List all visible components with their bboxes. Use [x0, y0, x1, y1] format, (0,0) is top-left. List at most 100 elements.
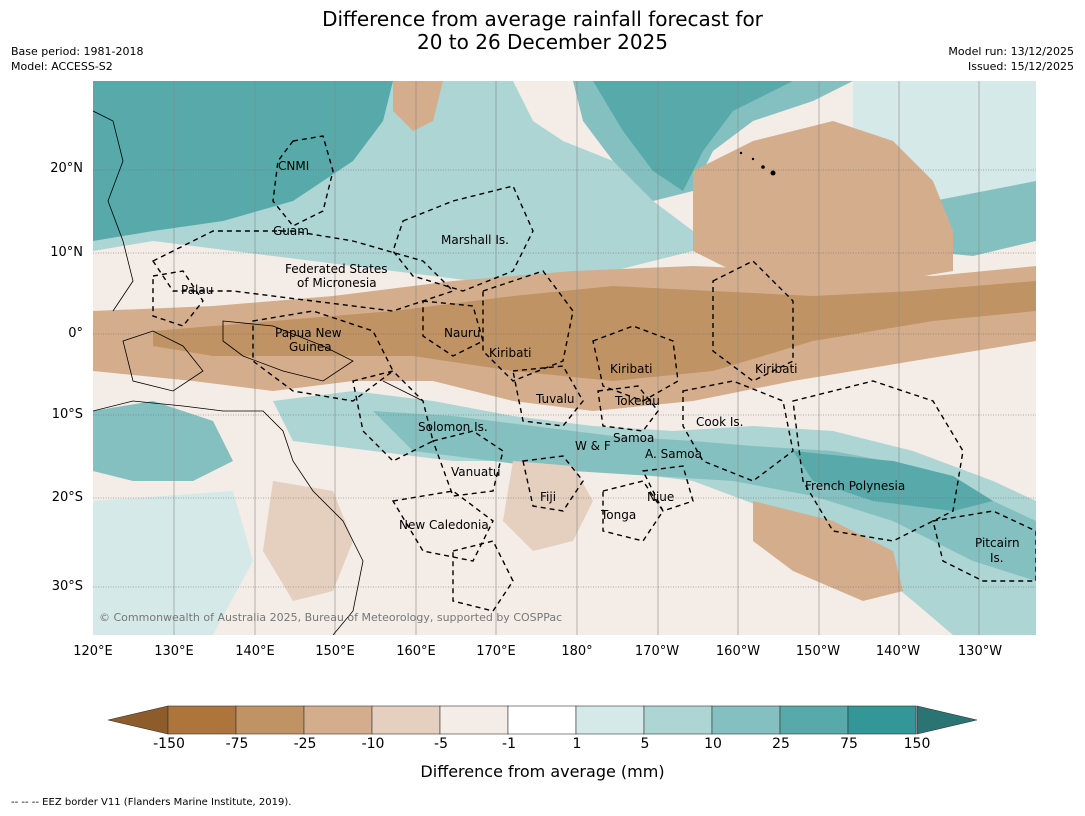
dry-patch-coral-sea — [263, 481, 353, 601]
label-marshall: Marshall Is. — [441, 233, 509, 247]
wet-core-north-central — [593, 81, 793, 191]
label-vanuatu: Vanuatu — [451, 465, 501, 479]
lat-label-10n: 10°N — [50, 245, 83, 260]
label-pitcairn-2: Is. — [990, 551, 1004, 565]
australia-coast — [93, 400, 364, 635]
dry-patch-north — [393, 81, 443, 131]
eez-png — [252, 310, 394, 402]
label-cnmi: CNMI — [278, 159, 309, 173]
label-fiji: Fiji — [540, 490, 556, 504]
eez-tuvalu — [512, 365, 584, 427]
lat-label-30s: 30°S — [51, 579, 83, 594]
label-cook: Cook Is. — [696, 415, 743, 429]
label-tuvalu: Tuvalu — [535, 392, 575, 406]
eez-tokelau — [597, 385, 659, 432]
lon-label-180: 180° — [561, 644, 593, 659]
colorbar-segment — [235, 705, 305, 735]
colorbar-segment — [303, 705, 373, 735]
eez-norfolk — [452, 540, 514, 612]
lon-label-160e: 160°E — [396, 644, 436, 659]
lon-label-160w: 160°W — [715, 644, 761, 659]
colorbar-label: 150 — [903, 736, 931, 752]
lon-label-130e: 130°E — [154, 644, 194, 659]
lon-label-150w: 150°W — [795, 644, 841, 659]
chart-title: Difference from average rainfall forecas… — [0, 8, 1085, 54]
meta-right: Model run: 13/12/2025 Issued: 15/12/2025 — [948, 44, 1074, 74]
colorbar-label: 10 — [704, 736, 722, 752]
colorbar-label: -25 — [293, 736, 317, 752]
wet-region-west — [93, 401, 233, 481]
label-niue: Niue — [647, 490, 674, 504]
colorbar — [107, 705, 978, 735]
label-asamoa: A. Samoa — [645, 447, 702, 461]
new-guinea-coast — [222, 320, 354, 382]
philippines-coast — [93, 110, 134, 312]
eez-kiribati-west — [482, 270, 574, 382]
colorbar-arrow-low — [107, 705, 169, 735]
dry-region-northeast — [693, 121, 953, 281]
label-kiribati-west: Kiribati — [489, 346, 531, 360]
colorbar-label: -10 — [361, 736, 385, 752]
colorbar-label: 5 — [640, 736, 650, 752]
lon-label-130w: 130°W — [957, 644, 1003, 659]
dry-patch-southeast — [753, 501, 903, 601]
colorbar-label: 25 — [772, 736, 790, 752]
rainfall-map: CNMI Guam Marshall Is. Federated States … — [93, 81, 1036, 635]
eez-marshall — [392, 185, 534, 292]
lon-label-140e: 140°E — [235, 644, 275, 659]
eez-pitcairn — [932, 510, 1036, 582]
graticule — [173, 81, 980, 635]
eez-french-polynesia — [792, 380, 964, 542]
eez-palau — [152, 270, 204, 327]
wet-peak-french-polynesia — [793, 451, 993, 511]
colorbar-segment — [847, 705, 917, 735]
label-tokelau: Tokelau — [614, 394, 660, 408]
colorbar-label: -1 — [502, 736, 516, 752]
title-line-2: 20 to 26 December 2025 — [416, 30, 668, 54]
colorbar-label: -150 — [153, 736, 185, 752]
wet-core-south — [373, 411, 1036, 581]
colorbar-label: -5 — [434, 736, 448, 752]
colorbar-segment — [439, 705, 509, 735]
base-period: Base period: 1981-2018 — [11, 45, 144, 58]
eez-kiribati-east — [712, 260, 794, 382]
colorbar-segment — [643, 705, 713, 735]
dry-patch-fiji — [503, 461, 593, 551]
lon-label-150e: 150°E — [315, 644, 355, 659]
label-new-caledonia: New Caledonia — [399, 518, 489, 532]
label-kiribati-east: Kiribati — [755, 362, 797, 376]
label-fsm-2: of Micronesia — [297, 276, 377, 290]
colorbar-title: Difference from average (mm) — [420, 762, 665, 781]
label-pitcairn-1: Pitcairn — [975, 536, 1020, 550]
eez-nauru — [422, 300, 484, 357]
lat-label-20n: 20°N — [50, 161, 83, 176]
eez-niue — [641, 465, 694, 512]
lat-label-10s: 10°S — [51, 407, 83, 422]
meta-left: Base period: 1981-2018 Model: ACCESS-S2 — [11, 44, 143, 74]
label-fsm-1: Federated States — [285, 262, 387, 276]
colorbar-segment — [779, 705, 849, 735]
latitude-lines — [93, 169, 1036, 588]
lon-label-140w: 140°W — [875, 644, 921, 659]
lon-label-120e: 120°E — [73, 644, 113, 659]
coastlines — [93, 110, 424, 635]
model-name: Model: ACCESS-S2 — [11, 60, 113, 73]
colorbar-segment — [507, 705, 577, 735]
colorbar-segment — [711, 705, 781, 735]
colorbar-segment — [575, 705, 645, 735]
label-png-2: Guinea — [289, 340, 332, 354]
copyright-notice: © Commonwealth of Australia 2025, Bureau… — [99, 611, 562, 624]
dry-core-equatorial — [153, 281, 1036, 381]
colorbar-arrow-high — [916, 705, 978, 735]
lat-label-20s: 20°S — [51, 490, 83, 505]
hawaii-islands — [739, 151, 776, 176]
eez-cnmi-guam — [272, 135, 334, 227]
wet-core-northwest — [93, 81, 393, 241]
title-line-1: Difference from average rainfall forecas… — [322, 7, 763, 31]
colorbar-segment — [167, 705, 237, 735]
eez-fsm — [151, 230, 455, 312]
eez-footnote: -- -- -- EEZ border V11 (Flanders Marine… — [11, 797, 292, 808]
label-samoa: Samoa — [613, 431, 654, 445]
colorbar-segment — [371, 705, 441, 735]
label-nauru: Nauru — [444, 326, 480, 340]
